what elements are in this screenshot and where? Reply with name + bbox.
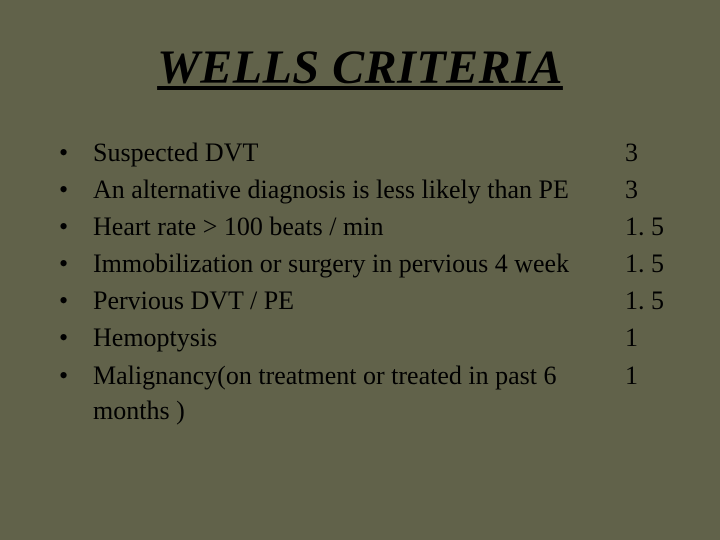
list-item: • Suspected DVT 3: [55, 135, 665, 170]
bullet-icon: •: [55, 135, 93, 170]
criterion-label: An alternative diagnosis is less likely …: [93, 172, 625, 207]
criteria-list: • Suspected DVT 3 • An alternative diagn…: [55, 135, 665, 428]
bullet-icon: •: [55, 283, 93, 318]
slide-title: WELLS CRITERIA: [55, 40, 665, 95]
bullet-icon: •: [55, 209, 93, 244]
list-item: • Pervious DVT / PE 1. 5: [55, 283, 665, 318]
criterion-score: 1. 5: [625, 246, 665, 281]
criterion-score: 1: [625, 358, 665, 393]
criterion-score: 1. 5: [625, 283, 665, 318]
bullet-icon: •: [55, 172, 93, 207]
criterion-label: Hemoptysis: [93, 320, 625, 355]
list-item: • Hemoptysis 1: [55, 320, 665, 355]
bullet-icon: •: [55, 246, 93, 281]
criterion-label: Pervious DVT / PE: [93, 283, 625, 318]
criterion-label: Suspected DVT: [93, 135, 625, 170]
criterion-label: Immobilization or surgery in pervious 4 …: [93, 246, 625, 281]
criterion-label: Heart rate > 100 beats / min: [93, 209, 625, 244]
list-item: • Heart rate > 100 beats / min 1. 5: [55, 209, 665, 244]
criterion-score: 1: [625, 320, 665, 355]
criterion-label: Malignancy(on treatment or treated in pa…: [93, 358, 625, 428]
bullet-icon: •: [55, 358, 93, 393]
bullet-icon: •: [55, 320, 93, 355]
list-item: • Malignancy(on treatment or treated in …: [55, 358, 665, 428]
list-item: • An alternative diagnosis is less likel…: [55, 172, 665, 207]
list-item: • Immobilization or surgery in pervious …: [55, 246, 665, 281]
criterion-score: 1. 5: [625, 209, 665, 244]
criterion-score: 3: [625, 172, 665, 207]
slide: WELLS CRITERIA • Suspected DVT 3 • An al…: [0, 0, 720, 540]
criterion-score: 3: [625, 135, 665, 170]
